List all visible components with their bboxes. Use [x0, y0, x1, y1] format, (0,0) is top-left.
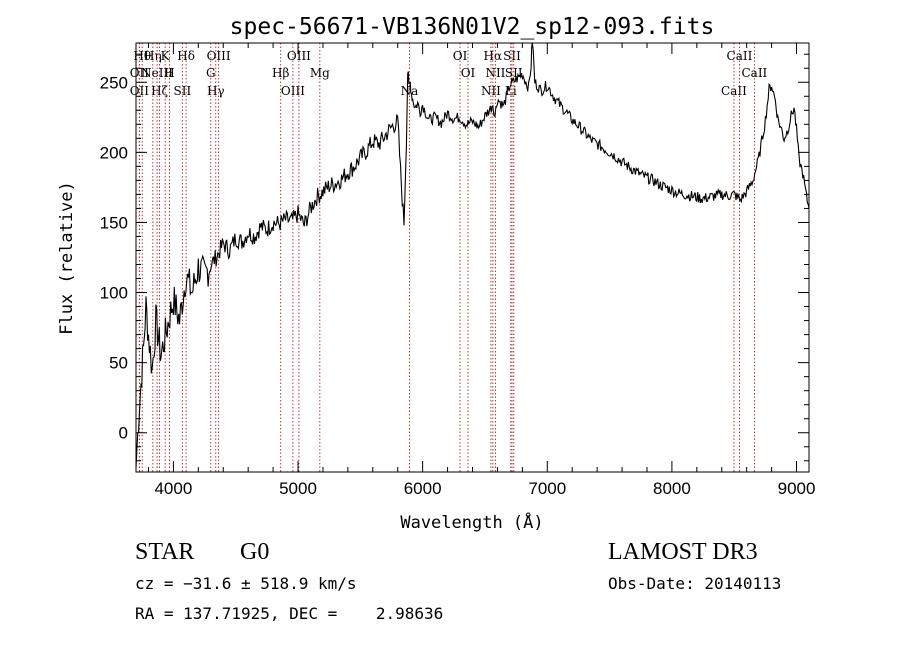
spectral-line-label: Hγ — [207, 84, 225, 98]
x-axis-label: Wavelength (Å) — [400, 511, 543, 533]
chart-title: spec-56671-VB136N01V2_sp12-093.fits — [230, 14, 715, 40]
redshift-velocity: cz = −31.6 ± 518.9 km/s — [135, 574, 357, 593]
spectral-line-label: H — [164, 66, 174, 80]
spectral-line-label: Hδ — [177, 49, 195, 63]
spectral-line-label: Hα — [484, 49, 503, 63]
spectral-line-label: K — [161, 49, 171, 63]
spectral-line-label: NeIII — [141, 66, 173, 80]
survey-name: LAMOST DR3 — [608, 539, 758, 565]
spectral-line-label: CaII — [721, 84, 747, 98]
spectral-line-label: SII — [174, 84, 192, 98]
spectral-line-label: OIII — [207, 49, 231, 63]
spectral-line-label: OII — [130, 66, 150, 80]
x-tick-label: 8000 — [653, 479, 691, 498]
plot-frame — [135, 42, 810, 473]
y-tick-label: 150 — [100, 213, 128, 232]
x-tick-label: 5000 — [279, 479, 317, 498]
x-tick-label: 4000 — [154, 479, 192, 498]
x-tick-label: 6000 — [404, 479, 442, 498]
spectral-line-label: Hθ — [133, 49, 151, 63]
spectral-line-label: SII — [503, 49, 521, 63]
object-class: STAR — [135, 539, 195, 565]
spectral-line-label: Hβ — [272, 66, 289, 80]
y-tick-label: 200 — [100, 143, 128, 162]
y-tick-label: 250 — [100, 73, 128, 92]
spectral-line-label: OIII — [281, 84, 305, 98]
observation-date: Obs-Date: 20140113 — [608, 574, 782, 593]
spectral-line-label: OII — [130, 84, 150, 98]
x-tick-label: 7000 — [528, 479, 566, 498]
spectral-line-label: Hζ — [151, 84, 168, 98]
spectral-line-label: G — [206, 66, 216, 80]
x-tick-label: 9000 — [778, 479, 816, 498]
y-axis: 0 50 100 150 200 250 — [100, 53, 809, 462]
spectral-line-label: CaII — [727, 49, 753, 63]
y-tick-label: 0 — [119, 424, 128, 443]
spectral-line-label: Li — [505, 84, 517, 98]
y-tick-label: 50 — [109, 354, 128, 373]
y-axis-label: Flux (relative) — [57, 181, 77, 335]
spectral-line-label: OIII — [287, 49, 311, 63]
spectral-line-label: NII — [485, 66, 505, 80]
spectral-line-label: OI — [461, 66, 476, 80]
object-subclass: G0 — [240, 539, 270, 565]
flux-series-line — [135, 42, 810, 468]
spectral-line-label: OI — [453, 49, 468, 63]
sky-coordinates: RA = 137.71925, DEC = 2.98636 — [135, 604, 444, 623]
spectral-lines: HθOIIOIIHηNeIIIHζKHSIIHδGHγOIIIHβOIIIOII… — [130, 43, 768, 472]
x-axis: 4000 5000 6000 7000 8000 9000 — [147, 43, 816, 498]
spectral-line-label: Hη — [144, 49, 162, 63]
spectral-line-label: Na — [401, 84, 419, 98]
spectral-line-label: CaII — [741, 66, 767, 80]
spectral-line-label: NII — [481, 84, 501, 98]
y-tick-label: 100 — [100, 284, 128, 303]
spectral-line-label: Mg — [310, 66, 330, 80]
